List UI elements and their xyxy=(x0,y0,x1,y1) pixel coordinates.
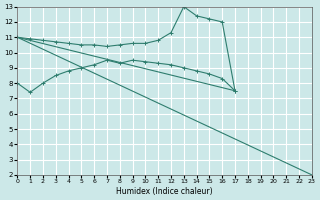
X-axis label: Humidex (Indice chaleur): Humidex (Indice chaleur) xyxy=(116,187,213,196)
